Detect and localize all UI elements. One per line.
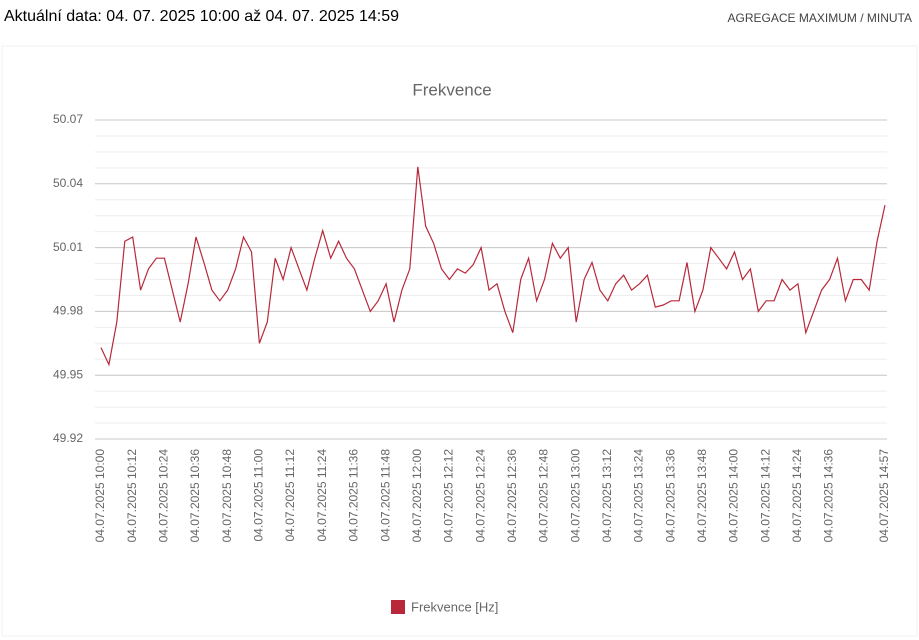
x-tick-label: 04.07.2025 10:24 <box>157 449 171 543</box>
legend-label: Frekvence [Hz] <box>411 599 498 614</box>
data-range: Aktuální data: 04. 07. 2025 10:00 až 04.… <box>4 8 399 25</box>
chart-panel <box>1 45 918 637</box>
x-tick-label: 04.07.2025 11:36 <box>347 449 361 542</box>
legend-swatch <box>391 600 405 614</box>
x-tick-label: 04.07.2025 14:00 <box>727 449 741 543</box>
y-tick-label: 49.98 <box>53 304 83 318</box>
x-tick-label: 04.07.2025 11:00 <box>252 449 266 542</box>
x-tick-label: 04.07.2025 10:12 <box>125 449 139 543</box>
x-tick-label: 04.07.2025 14:36 <box>822 449 836 543</box>
y-tick-label: 49.95 <box>53 367 83 381</box>
x-tick-label: 04.07.2025 13:48 <box>695 449 709 543</box>
x-tick-label: 04.07.2025 10:00 <box>93 449 107 543</box>
y-tick-label: 49.92 <box>53 431 83 445</box>
x-tick-label: 04.07.2025 13:00 <box>568 449 582 543</box>
x-tick-label: 04.07.2025 10:48 <box>220 449 234 543</box>
chart-title: Frekvence <box>412 80 491 99</box>
x-tick-label: 04.07.2025 12:48 <box>537 449 551 543</box>
x-tick-label: 04.07.2025 12:36 <box>505 449 519 543</box>
x-tick-label: 04.07.2025 10:36 <box>188 449 202 543</box>
x-tick-label: 04.07.2025 12:12 <box>442 449 456 543</box>
x-tick-label: 04.07.2025 12:00 <box>410 449 424 543</box>
x-tick-label: 04.07.2025 11:12 <box>283 449 297 542</box>
x-tick-label: 04.07.2025 14:24 <box>790 449 804 543</box>
aggregation: AGREGACE MAXIMUM / MINUTA <box>728 11 912 25</box>
x-tick-label: 04.07.2025 13:36 <box>663 449 677 543</box>
y-tick-label: 50.01 <box>53 240 83 254</box>
y-tick-label: 50.04 <box>53 176 83 190</box>
series-line <box>100 166 886 367</box>
x-tick-label: 04.07.2025 13:24 <box>632 449 646 543</box>
x-tick-label: 04.07.2025 11:48 <box>378 449 392 542</box>
x-tick-label: 04.07.2025 14:12 <box>758 449 772 543</box>
x-tick-label: 04.07.2025 11:24 <box>315 449 329 542</box>
x-tick-label: 04.07.2025 12:24 <box>473 449 487 543</box>
y-tick-label: 50.07 <box>53 112 83 126</box>
x-tick-label: 04.07.2025 13:12 <box>600 449 614 543</box>
x-tick-label: 04.07.2025 14:57 <box>877 449 891 543</box>
